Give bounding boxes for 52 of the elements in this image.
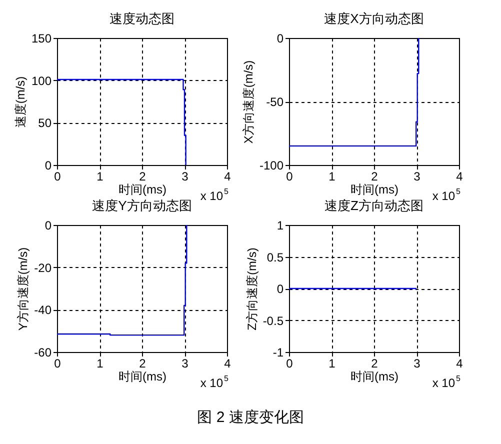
x-tick-label: 4 <box>224 170 232 184</box>
y-tick-label: 0 <box>44 218 52 232</box>
y-tick-label: -60 <box>34 346 52 360</box>
x-tick-label: 1 <box>96 170 104 184</box>
y-tick-label: -100 <box>259 158 284 172</box>
y-axis-title: X方向速度(m/s) <box>241 60 256 144</box>
caption: 图 2 速度变化图 <box>196 408 305 427</box>
line-series <box>289 38 420 147</box>
x-axis-title: 时间(ms) <box>118 370 166 384</box>
y-axis-title: Z方向速度(m/s) <box>244 248 259 330</box>
x-axis-title: 时间(ms) <box>350 182 398 196</box>
y-tick-label: -50 <box>266 95 284 109</box>
y-tick-label: -20 <box>34 260 52 275</box>
y-tick-label: 0 <box>44 158 52 172</box>
y-tick-label: 1 <box>276 218 284 232</box>
x-tick-label: 4 <box>456 170 464 184</box>
y-tick-label: -1 <box>272 346 284 360</box>
y-tick-label: 50 <box>38 116 52 130</box>
x-axis-title: 时间(ms) <box>350 370 398 384</box>
line-series <box>57 78 186 165</box>
x-tick-label: 0 <box>286 170 294 184</box>
chart-title: 速度Y方向动态图 <box>92 198 192 213</box>
y-tick-label: 0 <box>276 32 284 46</box>
x-tick-label: 4 <box>456 356 464 370</box>
y-axis-title: 速度(m/s) <box>13 76 28 128</box>
line-series <box>57 225 188 336</box>
chart-title: 速度Z方向动态图 <box>324 198 424 213</box>
x-axis-title: 时间(ms) <box>118 182 166 196</box>
x-tick-label: 0 <box>54 170 62 184</box>
x-tick-label: 0 <box>54 356 62 370</box>
x-tick-label: 3 <box>182 356 189 370</box>
x-tick-label: 3 <box>182 170 189 184</box>
chart-title: 速度动态图 <box>110 11 174 26</box>
y-tick-label: 0.5 <box>266 250 284 264</box>
y-tick-label: 100 <box>31 74 52 88</box>
x-tick-label: 2 <box>371 356 378 370</box>
y-tick-label: 0 <box>276 282 284 296</box>
x-tick-label: 1 <box>328 170 336 184</box>
x-tick-label: 1 <box>328 356 336 370</box>
y-tick-label: -40 <box>34 303 52 318</box>
x-tick-label: 3 <box>414 356 421 370</box>
x-tick-label: 1 <box>96 356 104 370</box>
x-tick-label: 3 <box>414 170 421 184</box>
x-tick-label: 2 <box>371 170 378 184</box>
x-tick-label: 2 <box>139 170 146 184</box>
y-tick-label: -0.5 <box>262 314 284 328</box>
x-tick-label: 2 <box>139 356 146 370</box>
y-axis-title: Y方向速度(m/s) <box>16 247 30 331</box>
x-tick-label: 0 <box>286 356 294 370</box>
x-tick-label: 4 <box>224 356 232 370</box>
chart-title: 速度X方向动态图 <box>324 11 424 26</box>
y-tick-label: 150 <box>31 32 52 46</box>
